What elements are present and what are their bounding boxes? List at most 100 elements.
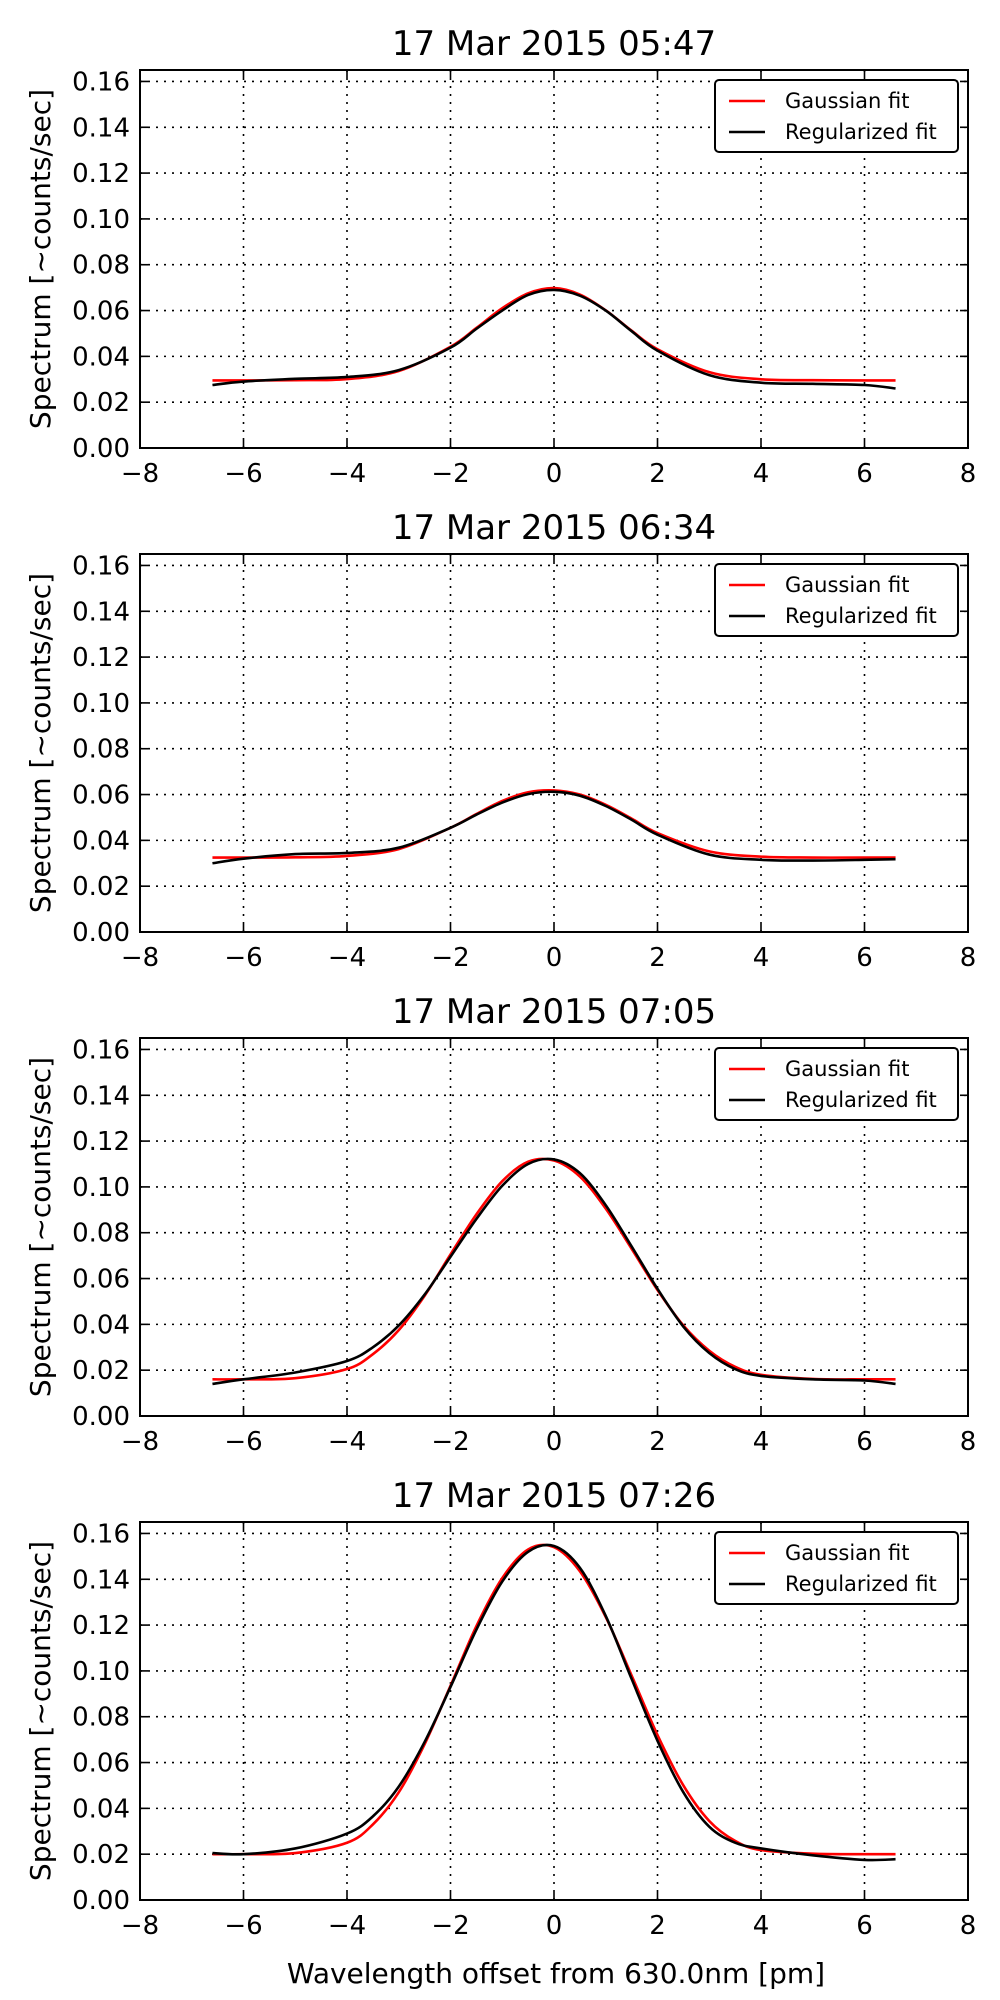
y-tick-label: 0.16	[72, 1519, 130, 1549]
x-tick-label: −8	[121, 459, 159, 489]
y-tick-label: 0.12	[72, 643, 130, 673]
y-tick-label: 0.10	[72, 205, 130, 235]
y-tick-label: 0.02	[72, 388, 130, 418]
x-tick-label: 0	[546, 943, 563, 973]
x-tick-label: 0	[546, 1427, 563, 1457]
x-tick-label: −6	[224, 1427, 262, 1457]
series-line-regularized-fit	[212, 790, 896, 865]
legend-label: Regularized fit	[785, 604, 937, 628]
y-tick-label: 0.04	[72, 826, 130, 856]
y-tick-label: 0.08	[72, 1219, 130, 1249]
y-tick-label: 0.08	[72, 251, 130, 281]
chart-title: 17 Mar 2015 05:47	[392, 24, 716, 64]
y-axis-label: Spectrum [~counts/sec]	[24, 1541, 57, 1881]
y-tick-label: 0.06	[72, 1749, 130, 1779]
legend-box	[714, 563, 959, 637]
x-tick-label: 6	[856, 943, 873, 973]
x-tick-label: 8	[960, 459, 977, 489]
legend: Gaussian fit Regularized fit	[714, 1047, 959, 1121]
x-tick-label: −6	[224, 1911, 262, 1941]
panel-2: 17 Mar 2015 06:34 −8 −6 −4 −2 0 2 4 6 8 0.00 0.02 0.…	[24, 508, 976, 973]
y-tick-label: 0.06	[72, 297, 130, 327]
x-tick-label: −4	[328, 459, 366, 489]
x-tick-label: 8	[960, 1427, 977, 1457]
x-tick-label: −2	[431, 459, 469, 489]
y-tick-label: 0.10	[72, 1173, 130, 1203]
x-tick-label: 0	[546, 1911, 563, 1941]
y-tick-label: 0.04	[72, 1310, 130, 1340]
y-tick-label: 0.16	[72, 67, 130, 97]
legend-box	[714, 1047, 959, 1121]
y-tick-label: 0.02	[72, 872, 130, 902]
y-tick-label: 0.02	[72, 1840, 130, 1870]
y-tick-label: 0.04	[72, 342, 130, 372]
x-tick-label: −6	[224, 943, 262, 973]
x-tick-label: 4	[753, 459, 770, 489]
series-line-regularized-fit	[212, 1157, 896, 1386]
legend-box	[714, 1531, 959, 1605]
chart-title: 17 Mar 2015 07:05	[392, 992, 716, 1032]
y-tick-label: 0.14	[72, 597, 130, 627]
x-tick-label: 6	[856, 459, 873, 489]
x-tick-label: −2	[431, 943, 469, 973]
y-tick-label: 0.00	[72, 1402, 130, 1432]
legend-label: Regularized fit	[785, 120, 937, 144]
plot-frame	[139, 69, 969, 449]
x-tick-label: 4	[753, 1427, 770, 1457]
legend: Gaussian fit Regularized fit	[714, 1531, 959, 1605]
x-tick-label: −2	[431, 1911, 469, 1941]
x-tick-label: 6	[856, 1427, 873, 1457]
panel-4: 17 Mar 2015 07:26 −8 −6 −4 −2 0 2 4 6 8 0.00 0.02 0.…	[24, 1476, 976, 1941]
legend-label: Regularized fit	[785, 1572, 937, 1596]
x-tick-label: 2	[649, 943, 666, 973]
x-tick-label: 8	[960, 1911, 977, 1941]
series-line-regularized-fit	[212, 1543, 896, 1862]
x-tick-label: −4	[328, 1911, 366, 1941]
legend-label: Gaussian fit	[785, 1057, 909, 1081]
y-tick-label: 0.08	[72, 735, 130, 765]
plot-frame	[139, 1521, 969, 1901]
y-axis-label: Spectrum [~counts/sec]	[24, 89, 57, 429]
x-tick-label: 8	[960, 943, 977, 973]
plot-frame	[139, 553, 969, 933]
x-tick-label: 0	[546, 459, 563, 489]
x-tick-label: −8	[121, 1427, 159, 1457]
plot-frame	[139, 1037, 969, 1417]
y-tick-label: 0.02	[72, 1356, 130, 1386]
x-tick-label: 2	[649, 1911, 666, 1941]
legend-box	[714, 79, 959, 153]
series-line-regularized-fit	[212, 288, 896, 390]
legend-label: Gaussian fit	[785, 89, 909, 113]
y-tick-label: 0.14	[72, 1565, 130, 1595]
legend: Gaussian fit Regularized fit	[714, 563, 959, 637]
y-tick-label: 0.00	[72, 918, 130, 948]
x-tick-label: 6	[856, 1911, 873, 1941]
y-tick-label: 0.14	[72, 1081, 130, 1111]
legend-label: Gaussian fit	[785, 1541, 909, 1565]
legend-label: Regularized fit	[785, 1088, 937, 1112]
x-tick-label: −8	[121, 1911, 159, 1941]
x-tick-label: 4	[753, 1911, 770, 1941]
x-tick-label: −6	[224, 459, 262, 489]
y-tick-label: 0.06	[72, 1265, 130, 1295]
series-line-gaussian-fit	[212, 788, 896, 859]
y-tick-label: 0.16	[72, 1035, 130, 1065]
y-tick-label: 0.10	[72, 689, 130, 719]
y-axis-label: Spectrum [~counts/sec]	[24, 1057, 57, 1397]
y-tick-label: 0.00	[72, 434, 130, 464]
y-tick-label: 0.10	[72, 1657, 130, 1687]
x-tick-label: 2	[649, 1427, 666, 1457]
legend: Gaussian fit Regularized fit	[714, 79, 959, 153]
y-tick-label: 0.06	[72, 781, 130, 811]
x-tick-label: −8	[121, 943, 159, 973]
y-tick-label: 0.04	[72, 1794, 130, 1824]
x-tick-label: 4	[753, 943, 770, 973]
y-tick-label: 0.12	[72, 1611, 130, 1641]
panel-1: 17 Mar 2015 05:47 −8 −6 −4 −2 0 2 4 6 8 0.00 0.02 0.…	[24, 24, 976, 489]
x-tick-label: −4	[328, 943, 366, 973]
x-axis-label: Wavelength offset from 630.0nm [pm]	[287, 1957, 825, 1990]
y-tick-label: 0.12	[72, 159, 130, 189]
y-tick-label: 0.12	[72, 1127, 130, 1157]
chart-title: 17 Mar 2015 06:34	[392, 508, 716, 548]
